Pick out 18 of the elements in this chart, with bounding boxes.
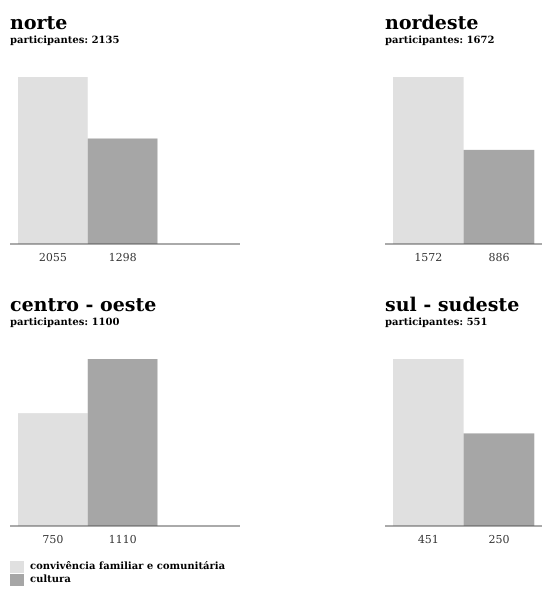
data-label: 1572 [414,251,442,264]
data-label: 750 [42,533,64,546]
data-label: 250 [488,533,510,546]
chart-subtitle: participantes: 1672 [385,34,496,47]
legend-label: cultura [30,574,71,585]
data-label: 1298 [108,251,137,264]
chart-subtitle: participantes: 551 [385,316,488,329]
chart-subtitle: participantes: 1100 [10,316,120,329]
data-label: 451 [418,533,439,546]
chart-title: norte [10,12,68,34]
chart-subtitle: participantes: 2135 [10,34,120,47]
data-label: 1110 [108,533,137,546]
data-label: 2055 [38,251,67,264]
data-label: 886 [488,251,510,264]
chart-title: sul - sudeste [385,294,520,316]
chart-title: nordeste [385,12,480,34]
chart-title: centro - oeste [10,294,158,316]
legend-label: convivência familiar e comunitária [30,561,226,572]
